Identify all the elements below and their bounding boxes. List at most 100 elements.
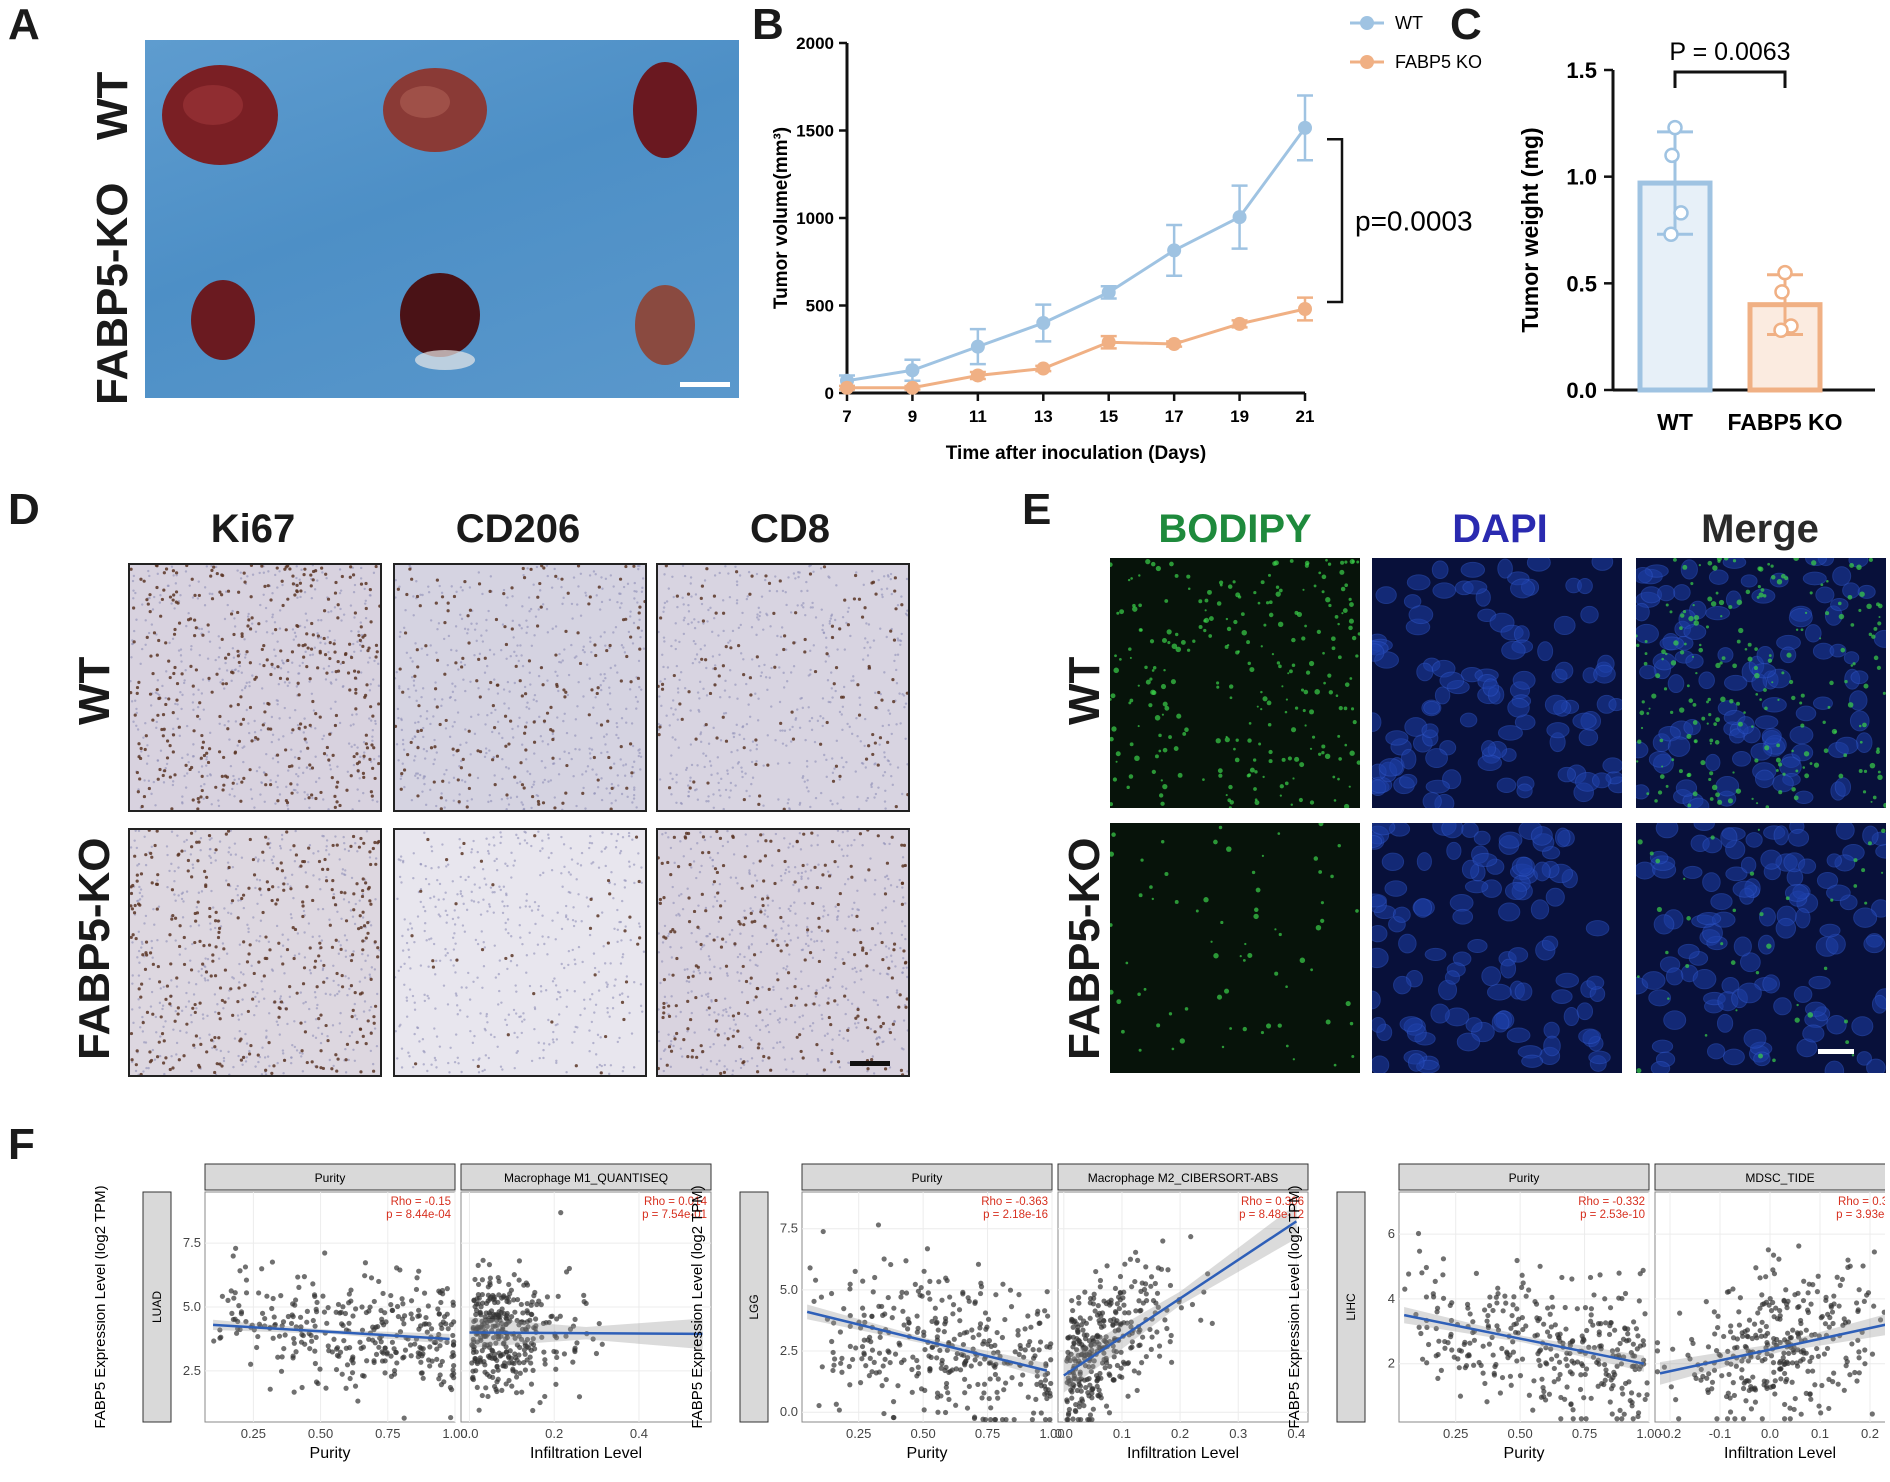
bar-1 bbox=[1747, 302, 1823, 393]
scatter-point bbox=[496, 1292, 502, 1298]
scatter-point bbox=[357, 1339, 363, 1345]
scatter-point bbox=[882, 1356, 888, 1362]
scatter-point bbox=[1614, 1416, 1620, 1422]
scatter-point bbox=[1594, 1359, 1600, 1366]
scatter-point bbox=[1784, 1301, 1790, 1307]
scatter-point bbox=[1764, 1351, 1770, 1357]
scatter-point bbox=[970, 1346, 976, 1352]
scatter-point bbox=[1742, 1378, 1749, 1384]
scatter-point bbox=[1630, 1353, 1636, 1359]
scatter-point bbox=[496, 1350, 502, 1356]
scatter-point bbox=[1630, 1341, 1636, 1347]
scatter-point bbox=[1795, 1331, 1801, 1337]
scatter-point bbox=[1495, 1327, 1502, 1333]
scatter-point bbox=[418, 1370, 424, 1376]
scatter-point bbox=[945, 1390, 951, 1396]
scatter-point bbox=[988, 1405, 994, 1411]
f-x-tick-label: 0.25 bbox=[241, 1426, 266, 1441]
scatter-point bbox=[1526, 1287, 1532, 1293]
scatter-point bbox=[1714, 1416, 1720, 1422]
scatter-point bbox=[895, 1383, 901, 1389]
scatter-point bbox=[1730, 1286, 1736, 1292]
scatter-point bbox=[371, 1298, 377, 1305]
scatter-point bbox=[1826, 1376, 1832, 1383]
scatter-point bbox=[929, 1344, 935, 1350]
scatter-point bbox=[1491, 1370, 1497, 1376]
rho-annotation: Rho = 0.014 bbox=[644, 1196, 708, 1208]
scatter-point bbox=[1703, 1299, 1709, 1305]
scatter-point bbox=[1711, 1367, 1718, 1373]
scatter-point bbox=[1611, 1369, 1617, 1375]
scatter-point bbox=[883, 1376, 889, 1383]
scatter-point bbox=[991, 1350, 997, 1356]
x-tick-label: 17 bbox=[1165, 407, 1184, 426]
scatter-point bbox=[1780, 1355, 1786, 1361]
scatter-point bbox=[1785, 1360, 1791, 1367]
scatter-point bbox=[1095, 1334, 1101, 1340]
scatter-point bbox=[1148, 1283, 1154, 1289]
scatter-point bbox=[572, 1347, 578, 1353]
f-x-tick-label: 0.1 bbox=[1811, 1426, 1829, 1441]
scatter-point bbox=[1025, 1342, 1031, 1348]
scatter-point bbox=[1480, 1370, 1486, 1376]
scatter-point bbox=[1845, 1257, 1851, 1263]
fluor-tile-1-2 bbox=[1636, 823, 1886, 1073]
scatter-point bbox=[450, 1342, 457, 1348]
scatter-point bbox=[976, 1332, 982, 1338]
scatter-point bbox=[1840, 1322, 1846, 1328]
scatter-point bbox=[1541, 1393, 1547, 1400]
scatter-point bbox=[1071, 1340, 1077, 1346]
scatter-point bbox=[1792, 1395, 1798, 1402]
scatter-point bbox=[1523, 1323, 1529, 1329]
scatter-point bbox=[992, 1364, 998, 1370]
facet-strip bbox=[801, 1163, 1053, 1191]
f-x-tick-label: 0.25 bbox=[846, 1426, 871, 1441]
scatter-point bbox=[1077, 1369, 1083, 1375]
scatter-point bbox=[288, 1320, 295, 1327]
scatter-point bbox=[1763, 1299, 1770, 1305]
scatter-point bbox=[1494, 1300, 1500, 1306]
scatter-point bbox=[437, 1343, 443, 1349]
scatter-point bbox=[922, 1346, 928, 1353]
scatter-point bbox=[875, 1222, 882, 1228]
scatter-point bbox=[968, 1363, 974, 1369]
scatter-point bbox=[1823, 1294, 1829, 1300]
scatter-point bbox=[292, 1297, 299, 1303]
scatter-point bbox=[847, 1286, 853, 1292]
scatter-point bbox=[1132, 1278, 1138, 1285]
row-label-a-wt: WT bbox=[88, 71, 137, 140]
scatter-point bbox=[1070, 1324, 1076, 1330]
scatter-point bbox=[1549, 1356, 1555, 1362]
scatter-point bbox=[1548, 1346, 1554, 1352]
scatter-point bbox=[1029, 1416, 1035, 1423]
scatter-point bbox=[957, 1367, 964, 1373]
scatter-point bbox=[1143, 1353, 1149, 1360]
scatter-point bbox=[1076, 1358, 1082, 1364]
ihc-tile-1-0 bbox=[128, 828, 382, 1077]
scatter-point bbox=[992, 1342, 998, 1348]
scatter-point bbox=[527, 1354, 533, 1360]
data-point-0 bbox=[1167, 243, 1182, 258]
scatter-point bbox=[248, 1361, 254, 1367]
scatter-point bbox=[421, 1290, 428, 1296]
scatter-point bbox=[1759, 1292, 1765, 1298]
scatter-point bbox=[1567, 1340, 1573, 1346]
scatter-point bbox=[1640, 1338, 1646, 1344]
scatter-point bbox=[1758, 1333, 1765, 1339]
scatter-point bbox=[310, 1281, 316, 1287]
scatter-point bbox=[211, 1338, 217, 1344]
scatter-point bbox=[313, 1309, 320, 1315]
scatter-point bbox=[1588, 1395, 1594, 1401]
f-y-tick-label: 5.0 bbox=[780, 1282, 798, 1297]
scatter-point bbox=[237, 1268, 243, 1274]
scatter-point bbox=[1736, 1322, 1743, 1328]
scatter-point bbox=[1582, 1371, 1588, 1378]
scatter-point bbox=[1143, 1298, 1150, 1304]
facet-strip bbox=[1654, 1163, 1885, 1191]
scatter-point bbox=[1136, 1370, 1142, 1376]
scatter-point bbox=[1727, 1409, 1734, 1415]
scatter-point bbox=[927, 1278, 933, 1284]
y-tick-label: 0 bbox=[825, 384, 834, 403]
scatter-point bbox=[932, 1305, 938, 1311]
scatter-point bbox=[256, 1290, 262, 1296]
